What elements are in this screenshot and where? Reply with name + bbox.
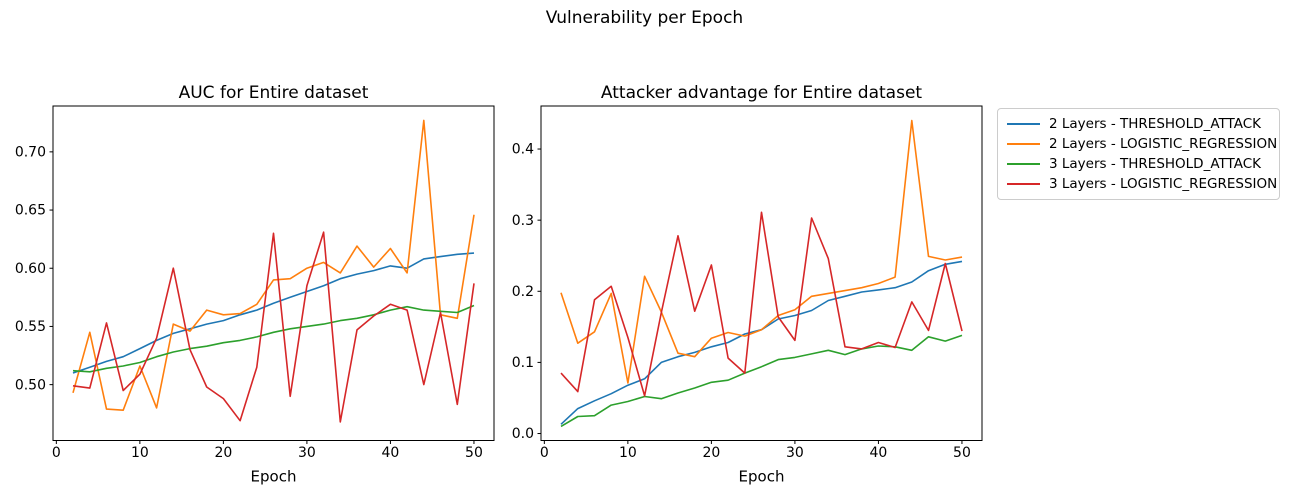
- auc-ytick-label: 0.70: [15, 144, 46, 160]
- auc-line-2-layers-logistic-regression: [72, 119, 475, 412]
- figure-title: Vulnerability per Epoch: [545, 8, 744, 28]
- attacker-advantage-line-2-layers-logistic-regression: [560, 119, 963, 384]
- auc-axes: 0 10 20 30 40 50 0.50 0.55 0.60 0.65 0.70 AUC for E…: [15, 83, 495, 486]
- legend: 2 Layers - THRESHOLD_ATTACK 2 Layers - L…: [997, 108, 1280, 200]
- attacker-advantage-axes: 0 10 20 30 40 50 0.0 0.1 0.2 0.3 0.4 Attacker advan…: [512, 83, 983, 486]
- attacker-advantage-title: Attacker advantage for Entire dataset: [601, 83, 922, 103]
- attacker-advantage-xtick-label: 10: [619, 445, 637, 461]
- auc-ytick-label: 0.65: [15, 203, 46, 219]
- attacker-advantage-ytick-label: 0.4: [512, 142, 534, 158]
- auc-line-3-layers-logistic-regression: [72, 231, 475, 423]
- attacker-advantage-xtick-label: 40: [870, 445, 888, 461]
- auc-title: AUC for Entire dataset: [179, 83, 369, 103]
- auc-xtick-label: 40: [382, 445, 400, 461]
- auc-spines: [52, 105, 495, 441]
- legend-item: 3 Layers - THRESHOLD_ATTACK: [1007, 156, 1270, 172]
- attacker-advantage-spines: [540, 105, 983, 441]
- attacker-advantage-ytick-label: 0.3: [512, 213, 534, 229]
- legend-item-label: 2 Layers - THRESHOLD_ATTACK: [1049, 116, 1261, 132]
- attacker-advantage-xtick-label: 50: [953, 445, 971, 461]
- attacker-advantage-xtick-label: 30: [786, 445, 804, 461]
- attacker-advantage-xtick-label: 0: [540, 445, 549, 461]
- legend-item: 2 Layers - LOGISTIC_REGRESSION: [1007, 136, 1277, 152]
- attacker-advantage-xlabel: Epoch: [739, 468, 785, 486]
- auc-xtick-label: 50: [465, 445, 483, 461]
- attacker-advantage-ytick-label: 0.2: [512, 284, 534, 300]
- legend-line-swatch-blue: [1007, 123, 1040, 125]
- auc-xtick-label: 10: [131, 445, 149, 461]
- legend-item-label: 3 Layers - THRESHOLD_ATTACK: [1049, 156, 1261, 172]
- auc-ytick-label: 0.55: [15, 319, 46, 335]
- legend-line-swatch-orange: [1007, 143, 1040, 145]
- auc-line-3-layers-threshold-attack: [72, 304, 475, 373]
- auc-ytick-label: 0.60: [15, 261, 46, 277]
- attacker-advantage-ytick-label: 0.0: [512, 426, 534, 442]
- attacker-advantage-ytick-label: 0.1: [512, 355, 534, 371]
- auc-xlabel: Epoch: [251, 468, 297, 486]
- legend-item: 3 Layers - LOGISTIC_REGRESSION: [1007, 176, 1277, 192]
- auc-xtick-label: 20: [214, 445, 232, 461]
- auc-ytick-label: 0.50: [15, 377, 46, 393]
- attacker-advantage-xtick-label: 20: [702, 445, 720, 461]
- attacker-advantage-line-3-layers-logistic-regression: [560, 211, 963, 397]
- auc-xtick-label: 0: [52, 445, 61, 461]
- legend-item-label: 3 Layers - LOGISTIC_REGRESSION: [1049, 176, 1278, 192]
- legend-item: 2 Layers - THRESHOLD_ATTACK: [1007, 116, 1270, 132]
- auc-xtick-label: 30: [298, 445, 316, 461]
- legend-item-label: 2 Layers - LOGISTIC_REGRESSION: [1049, 136, 1278, 152]
- auc-line-2-layers-threshold-attack: [72, 252, 475, 374]
- legend-line-swatch-green: [1007, 163, 1040, 165]
- legend-line-swatch-red: [1007, 183, 1040, 185]
